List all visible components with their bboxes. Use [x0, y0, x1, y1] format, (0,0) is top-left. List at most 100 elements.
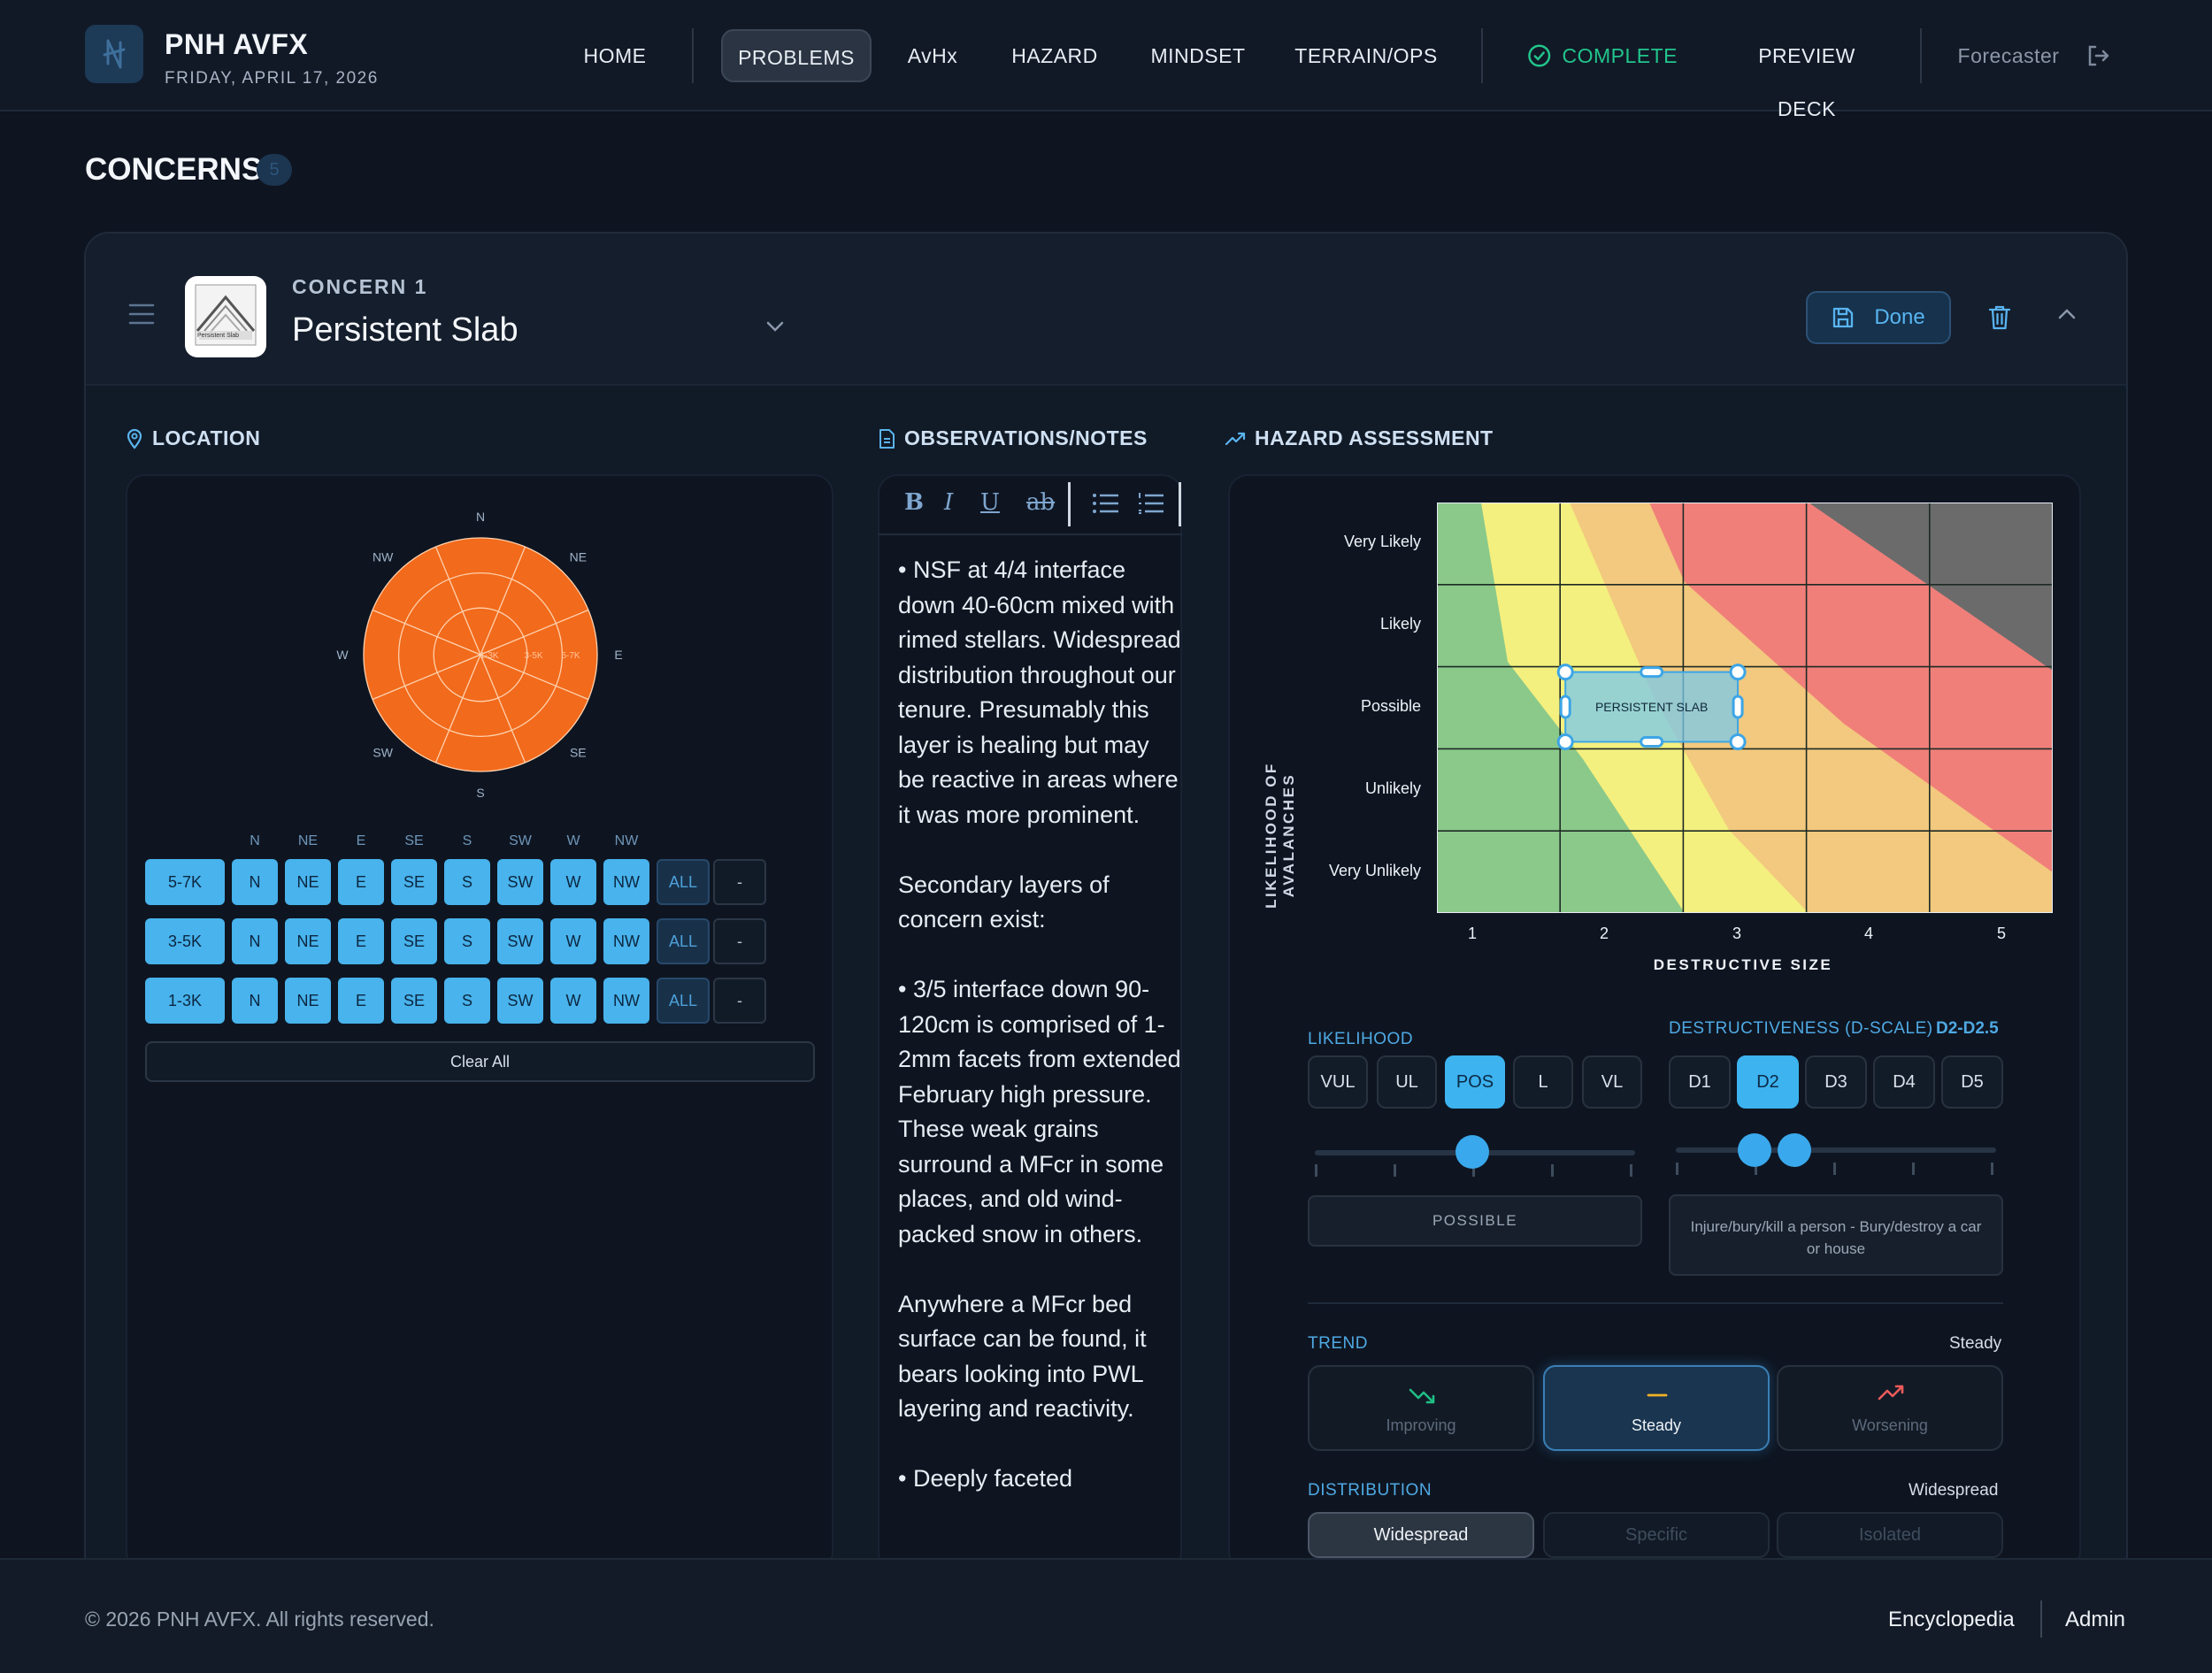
distribution-widespread-option[interactable]: Widespread	[1308, 1512, 1534, 1558]
destructiveness-slider-thumb-max[interactable]	[1777, 1133, 1811, 1167]
italic-button[interactable]: I	[944, 489, 954, 516]
aspect-cell-sw[interactable]: SW	[497, 978, 543, 1024]
resize-handle[interactable]	[1729, 664, 1747, 681]
likelihood-slider-thumb[interactable]	[1455, 1135, 1489, 1169]
aspect-divider	[480, 654, 526, 764]
aspect-column-label: SW	[509, 833, 532, 848]
nav-home[interactable]: HOME	[583, 44, 647, 67]
clear-all-button[interactable]: Clear All	[145, 1041, 815, 1082]
select-all-row-button[interactable]: ALL	[657, 859, 710, 905]
compass-label: W	[336, 648, 349, 662]
resize-handle[interactable]	[1559, 695, 1571, 719]
aspect-cell-nw[interactable]: NW	[603, 978, 649, 1024]
trend-steady-option[interactable]: Steady	[1543, 1365, 1770, 1451]
destructiveness-option-d4[interactable]: D4	[1873, 1055, 1935, 1109]
aspect-cell-e[interactable]: E	[338, 978, 384, 1024]
nav-mindset[interactable]: MINDSET	[1150, 44, 1246, 67]
aspect-cell-nw[interactable]: NW	[603, 918, 649, 964]
clear-row-button[interactable]: -	[713, 918, 766, 964]
preview-deck-link[interactable]: PREVIEW DECK	[1758, 44, 1855, 120]
aspect-cell-e[interactable]: E	[338, 859, 384, 905]
aspect-cell-se[interactable]: SE	[391, 918, 437, 964]
elevation-band-button[interactable]: 3-5K	[145, 918, 225, 964]
bullet-list-icon[interactable]	[1092, 491, 1120, 516]
admin-link[interactable]: Admin	[2065, 1608, 2126, 1631]
hazard-matrix[interactable]: PERSISTENT SLAB	[1437, 503, 2053, 913]
done-button[interactable]: Done	[1806, 291, 1951, 344]
aspect-cell-sw[interactable]: SW	[497, 859, 543, 905]
elevation-band-button[interactable]: 5-7K	[145, 859, 225, 905]
destructiveness-option-d2[interactable]: D2	[1737, 1055, 1799, 1109]
destructiveness-slider-track[interactable]	[1676, 1147, 1996, 1153]
destructiveness-slider-thumb-min[interactable]	[1738, 1133, 1771, 1167]
distribution-specific-option[interactable]: Specific	[1543, 1512, 1770, 1558]
clear-row-button[interactable]: -	[713, 859, 766, 905]
nav-avhx[interactable]: AvHx	[907, 44, 958, 67]
select-all-row-button[interactable]: ALL	[657, 978, 710, 1024]
aspect-cell-s[interactable]: S	[444, 859, 490, 905]
select-all-row-button[interactable]: ALL	[657, 918, 710, 964]
aspect-cell-ne[interactable]: NE	[285, 918, 331, 964]
resize-handle[interactable]	[1640, 735, 1664, 748]
destructiveness-option-d5[interactable]: D5	[1941, 1055, 2003, 1109]
likelihood-option-l[interactable]: L	[1513, 1055, 1573, 1109]
aspect-cell-sw[interactable]: SW	[497, 918, 543, 964]
aspect-cell-w[interactable]: W	[550, 978, 596, 1024]
resize-handle[interactable]	[1640, 666, 1664, 679]
trash-icon[interactable]	[1988, 304, 2011, 331]
destructiveness-option-d1[interactable]: D1	[1669, 1055, 1731, 1109]
aspect-cell-n[interactable]: N	[232, 859, 278, 905]
aspect-cell-w[interactable]: W	[550, 918, 596, 964]
nav-hazard[interactable]: HAZARD	[1011, 44, 1098, 67]
aspect-cell-n[interactable]: N	[232, 978, 278, 1024]
logout-icon[interactable]	[2085, 42, 2111, 69]
resize-handle[interactable]	[1556, 664, 1574, 681]
underline-button[interactable]: U	[980, 489, 1000, 516]
chevron-up-icon[interactable]	[2057, 308, 2077, 320]
elevation-band-button[interactable]: 1-3K	[145, 978, 225, 1024]
aspect-cell-ne[interactable]: NE	[285, 978, 331, 1024]
aspect-cell-w[interactable]: W	[550, 859, 596, 905]
aspect-cell-se[interactable]: SE	[391, 978, 437, 1024]
distribution-value: Widespread	[1909, 1481, 1999, 1500]
likelihood-readout: POSSIBLE	[1308, 1195, 1642, 1247]
resize-handle[interactable]	[1732, 695, 1744, 719]
likelihood-option-vul[interactable]: VUL	[1308, 1055, 1368, 1109]
numbered-list-icon[interactable]	[1137, 491, 1165, 516]
clear-row-button[interactable]: -	[713, 978, 766, 1024]
bold-button[interactable]: B	[904, 489, 924, 516]
distribution-isolated-option[interactable]: Isolated	[1777, 1512, 2003, 1558]
resize-handle[interactable]	[1729, 733, 1747, 750]
trend-worsening-option[interactable]: Worsening	[1777, 1365, 2003, 1451]
resize-handle[interactable]	[1556, 733, 1574, 750]
strikethrough-button[interactable]: ab	[1026, 489, 1056, 516]
aspect-cell-nw[interactable]: NW	[603, 859, 649, 905]
aspect-cell-se[interactable]: SE	[391, 859, 437, 905]
aspect-cell-n[interactable]: N	[232, 918, 278, 964]
chart-x-axis-label: DESTRUCTIVE SIZE	[1653, 956, 1833, 973]
encyclopedia-link[interactable]: Encyclopedia	[1888, 1608, 2015, 1631]
nav-problems[interactable]: PROBLEMS	[721, 29, 872, 82]
likelihood-option-ul[interactable]: UL	[1377, 1055, 1437, 1109]
likelihood-option-vl[interactable]: VL	[1582, 1055, 1642, 1109]
trend-improving-option[interactable]: Improving	[1308, 1365, 1534, 1451]
aspect-elevation-rose[interactable]: N NE E SE S SW W NW 1-3K 3-5K 5-7K	[327, 504, 634, 805]
aspect-cell-s[interactable]: S	[444, 918, 490, 964]
drag-handle-icon[interactable]	[128, 303, 155, 326]
chevron-down-icon[interactable]	[765, 320, 785, 333]
aspect-cell-e[interactable]: E	[338, 918, 384, 964]
trending-down-icon	[1409, 1388, 1435, 1404]
brand-logo[interactable]	[85, 25, 143, 83]
compass-label: NE	[570, 550, 587, 564]
notes-panel	[878, 474, 1182, 1571]
nav-terrain-ops[interactable]: TERRAIN/OPS	[1294, 44, 1438, 67]
slider-tick	[1472, 1164, 1475, 1177]
notes-text-area[interactable]: • NSF at 4/4 interface down 40-60cm mixe…	[898, 556, 1181, 1492]
aspect-cell-ne[interactable]: NE	[285, 859, 331, 905]
aspect-cell-s[interactable]: S	[444, 978, 490, 1024]
ring-label: 3-5K	[524, 651, 542, 661]
likelihood-option-pos[interactable]: POS	[1445, 1055, 1505, 1109]
destructiveness-option-d3[interactable]: D3	[1805, 1055, 1867, 1109]
aspect-column-label: E	[356, 833, 366, 848]
complete-status[interactable]: COMPLETE	[1527, 29, 1678, 82]
